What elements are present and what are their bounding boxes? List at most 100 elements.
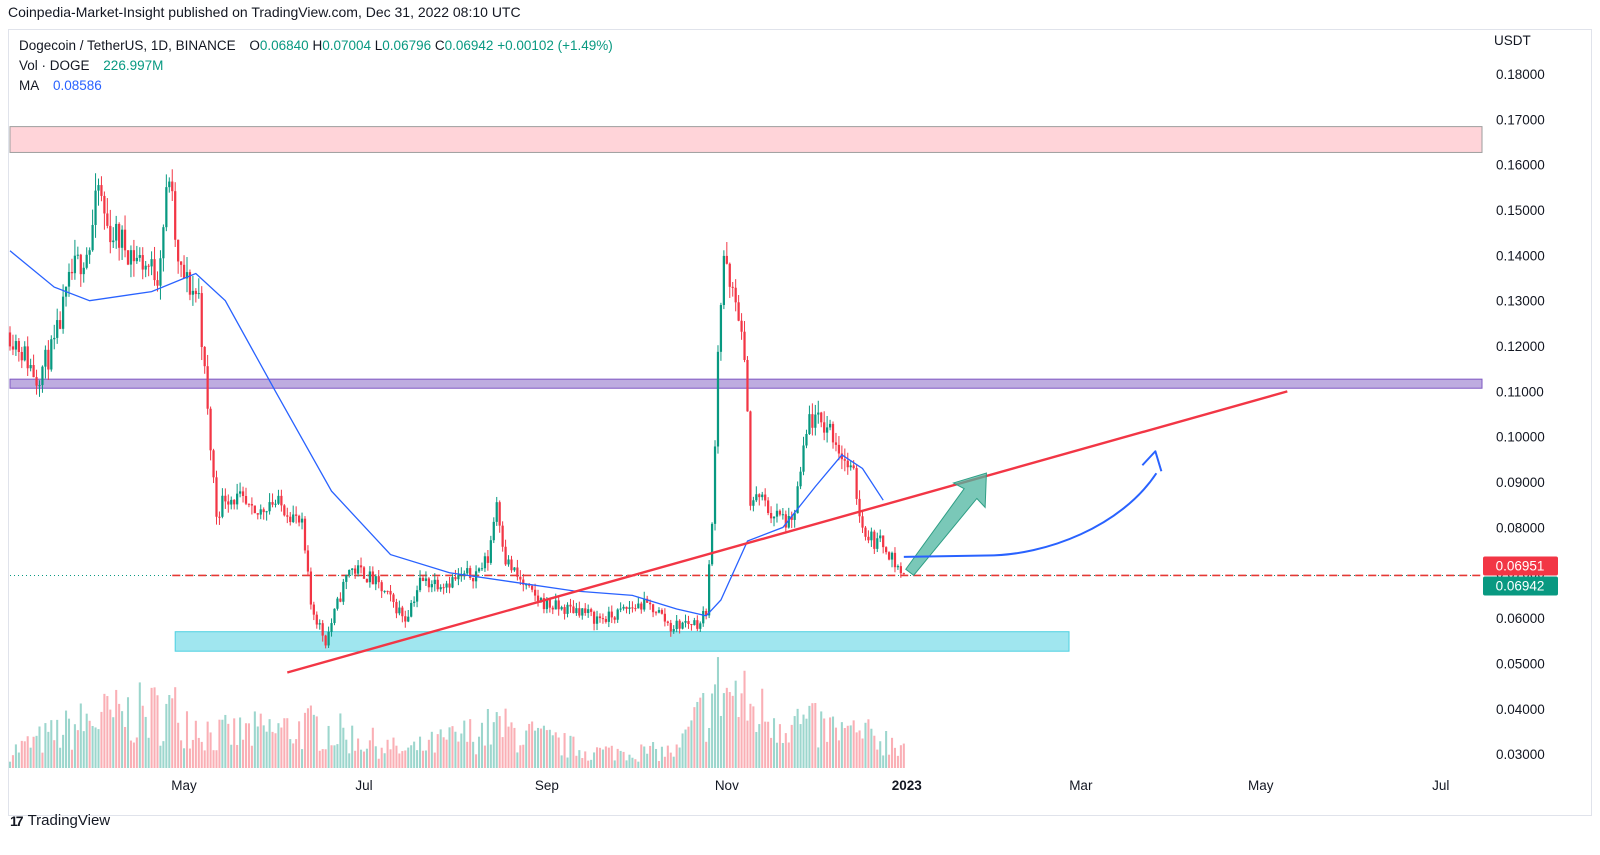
candle-body xyxy=(383,590,386,592)
volume-bar xyxy=(657,761,661,768)
volume-bar xyxy=(265,731,268,768)
volume-bar xyxy=(383,753,386,768)
volume-bar xyxy=(767,721,770,768)
volume-bar xyxy=(604,746,607,768)
price-label-text: 0.06951 xyxy=(1496,558,1545,573)
candle-body xyxy=(61,296,65,329)
high-key: H xyxy=(312,38,323,53)
volume-bar xyxy=(469,719,472,768)
candle-body xyxy=(601,618,605,620)
volume-bar xyxy=(283,718,286,768)
candle-body xyxy=(592,611,596,624)
volume-bar xyxy=(233,718,236,768)
candle-body xyxy=(126,250,130,265)
volume-bar xyxy=(430,731,433,768)
volume-bar xyxy=(504,708,507,768)
volume-bar xyxy=(696,701,699,768)
volume-bar xyxy=(855,732,858,768)
volume-bar xyxy=(625,760,628,768)
candle-body xyxy=(734,287,737,303)
volume-bar xyxy=(770,737,773,768)
candle-body xyxy=(339,598,342,602)
candle-body xyxy=(168,181,171,188)
ma-label[interactable]: MA xyxy=(19,78,40,93)
volume-bar xyxy=(35,735,38,768)
volume-bar xyxy=(250,745,253,768)
candle-body xyxy=(899,566,902,574)
candle-body xyxy=(262,509,265,513)
volume-label[interactable]: Vol · DOGE xyxy=(19,58,90,73)
candle-body xyxy=(85,254,88,268)
y-tick-label: 0.13000 xyxy=(1496,294,1545,309)
volume-bar xyxy=(277,723,280,768)
candle-body xyxy=(100,185,103,196)
volume-bar xyxy=(371,727,374,768)
volume-bar xyxy=(8,761,12,768)
candle-body xyxy=(309,571,313,605)
volume-bar xyxy=(185,711,189,768)
volume-bar xyxy=(705,741,708,768)
volume-bar xyxy=(563,733,566,768)
volume-bar xyxy=(309,705,312,768)
volume-bar xyxy=(811,703,814,768)
volume-bar xyxy=(436,734,439,768)
y-tick-label: 0.17000 xyxy=(1496,112,1545,127)
price-label-box xyxy=(1483,556,1558,576)
candle-body xyxy=(50,339,53,370)
volume-bar xyxy=(451,726,454,768)
candle-body xyxy=(306,550,310,572)
candle-body xyxy=(159,258,162,286)
candle-body xyxy=(94,190,97,225)
volume-bar xyxy=(728,692,731,768)
volume-bar xyxy=(368,740,371,768)
volume-bar xyxy=(50,720,53,768)
y-tick-label: 0.16000 xyxy=(1496,158,1545,173)
volume-bar xyxy=(722,693,725,768)
volume-bar xyxy=(781,742,784,768)
volume-bar xyxy=(489,744,492,768)
volume-bar xyxy=(528,723,531,768)
moving-average-line xyxy=(9,250,884,617)
volume-bar xyxy=(212,750,215,768)
tradingview-logo[interactable]: 17 TradingView xyxy=(10,812,110,829)
volume-bar xyxy=(861,738,864,768)
candle-body xyxy=(852,465,855,469)
volume-bar xyxy=(70,749,73,768)
candle-body xyxy=(867,536,870,541)
volume-bar xyxy=(448,727,451,768)
candle-body xyxy=(581,608,584,616)
symbol-title[interactable]: Dogecoin / TetherUS, 1D, BINANCE xyxy=(19,38,236,53)
candle-body xyxy=(826,427,829,433)
candle-body xyxy=(380,582,383,592)
candle-body xyxy=(775,510,779,517)
volume-bar xyxy=(421,750,425,768)
candle-body xyxy=(731,286,734,288)
candle-body xyxy=(324,635,327,646)
candle-body xyxy=(351,568,354,570)
volume-bar xyxy=(746,720,749,768)
volume-bar xyxy=(525,730,528,768)
volume-bar xyxy=(183,748,186,768)
volume-bar xyxy=(312,714,315,768)
volume-bar xyxy=(333,745,336,768)
volume-bar xyxy=(315,716,318,768)
candle-body xyxy=(368,571,372,583)
volume-bar xyxy=(831,716,835,768)
volume-bar xyxy=(280,727,283,768)
volume-bar xyxy=(351,725,354,768)
volume-bar xyxy=(864,722,867,768)
candle-body xyxy=(628,607,631,609)
candle-body xyxy=(345,574,348,582)
volume-bar xyxy=(846,725,849,768)
candle-body xyxy=(430,584,433,588)
volume-bar xyxy=(321,749,324,768)
candle-body xyxy=(156,280,159,286)
candle-body xyxy=(35,377,38,386)
volume-bar xyxy=(613,760,616,768)
candle-body xyxy=(817,412,820,415)
volume-bar xyxy=(640,744,643,768)
candle-body xyxy=(525,584,528,586)
candle-body xyxy=(483,556,487,569)
y-tick-label: 0.12000 xyxy=(1496,339,1545,354)
